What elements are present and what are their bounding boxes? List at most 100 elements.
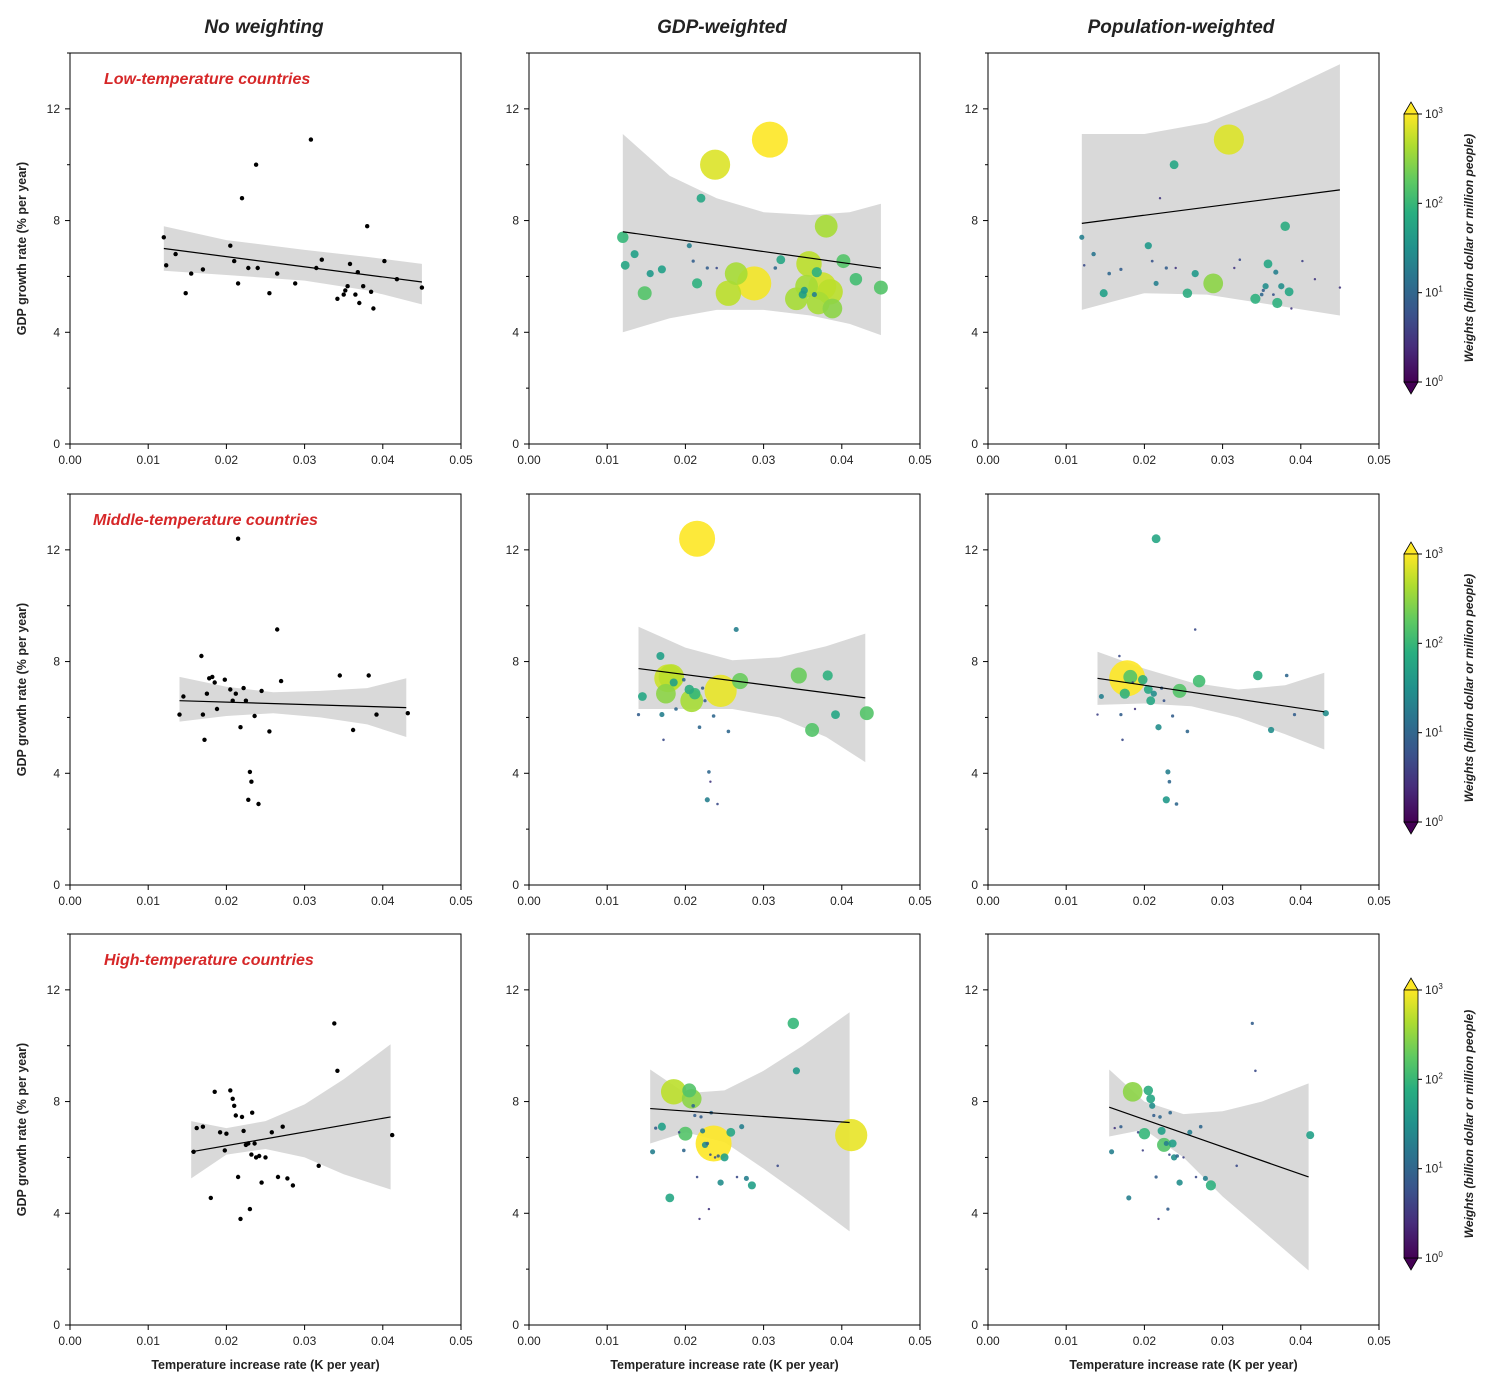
data-point: [1152, 1113, 1156, 1118]
data-point: [682, 677, 686, 682]
data-point: [1157, 1126, 1166, 1135]
data-point: [1163, 1140, 1169, 1147]
data-point: [717, 1179, 724, 1186]
x-tick-label: 0.01: [596, 894, 620, 908]
data-point: [1273, 269, 1279, 275]
data-point: [1169, 160, 1179, 170]
data-point: [183, 291, 188, 296]
data-point: [700, 1128, 706, 1134]
colorbar-label: Weights (billion dollar or million peopl…: [1462, 134, 1476, 362]
data-point: [704, 674, 737, 708]
data-point: [1198, 1124, 1203, 1129]
colorbar-tick-exponent: 3: [1438, 546, 1443, 555]
data-point: [208, 1195, 213, 1201]
data-point: [1165, 769, 1171, 775]
colorbar-gradient: [1403, 989, 1419, 1259]
data-point: [1167, 779, 1172, 784]
data-point: [1121, 738, 1124, 742]
data-point: [350, 727, 356, 733]
y-tick-label: 12: [965, 102, 979, 116]
data-point: [713, 1156, 717, 1159]
data-point: [228, 243, 233, 248]
x-tick-label: 0.03: [752, 894, 776, 908]
data-point: [1250, 1021, 1254, 1026]
colorbar-tick-label: 103: [1425, 982, 1443, 997]
data-point: [230, 1096, 235, 1102]
data-point: [773, 266, 778, 270]
data-point: [256, 801, 261, 807]
data-point: [1143, 1085, 1154, 1096]
data-point: [1191, 270, 1199, 278]
x-tick-label: 0.01: [1055, 894, 1079, 908]
data-point: [684, 684, 695, 695]
x-tick-label: 0.01: [137, 1334, 161, 1348]
data-point: [1141, 1149, 1145, 1152]
data-point: [1119, 267, 1123, 272]
x-tick-label: 0.02: [1133, 894, 1157, 908]
y-tick-label: 4: [512, 325, 519, 339]
colorbar-label: Weights (billion dollar or million peopl…: [1462, 1010, 1476, 1238]
axes-frame: [528, 933, 921, 1326]
data-point: [235, 1174, 241, 1180]
y-tick-label: 8: [512, 655, 519, 669]
data-point: [1118, 654, 1121, 658]
confidence-band: [650, 1012, 850, 1232]
data-point: [743, 1175, 749, 1181]
data-point: [1254, 1069, 1257, 1073]
data-point: [173, 251, 178, 257]
data-point: [239, 1114, 245, 1120]
y-tick-label: 0: [971, 437, 978, 451]
colorbar-tick-label: 101: [1425, 725, 1443, 740]
data-point: [228, 687, 233, 692]
data-point: [335, 1068, 340, 1074]
data-point: [343, 288, 348, 293]
data-point: [654, 1126, 658, 1130]
data-point: [280, 1124, 285, 1129]
axes-frame: [69, 933, 462, 1326]
data-point: [202, 737, 207, 742]
data-point: [1182, 1156, 1185, 1159]
x-tick-label: 0.02: [215, 1334, 239, 1348]
data-point: [1138, 1128, 1151, 1140]
data-point: [1278, 283, 1285, 290]
colorbar-tick-label: 101: [1425, 285, 1443, 300]
colorbar-gradient: [1403, 553, 1419, 823]
data-point: [164, 263, 169, 268]
y-tick-label: 12: [506, 983, 520, 997]
data-point: [241, 685, 246, 691]
data-point: [849, 272, 863, 286]
data-point: [836, 254, 851, 269]
panel-low-temp-gdp-weighted: 0.00 0.01 0.02 0.03 0.04 0.05 0 4 8 12: [506, 52, 932, 467]
data-point: [665, 1193, 675, 1203]
y-tick-label: 0: [512, 878, 519, 892]
regression-line: [191, 1116, 391, 1153]
x-tick-label: 0.05: [908, 453, 932, 467]
data-point: [650, 1149, 656, 1155]
data-point: [1194, 1175, 1198, 1179]
x-tick-label: 0.00: [58, 1334, 82, 1348]
x-tick-label: 0.02: [674, 1334, 698, 1348]
data-point: [1263, 259, 1273, 269]
data-point: [691, 1104, 695, 1108]
data-point: [1166, 1207, 1170, 1211]
data-point: [1155, 724, 1162, 731]
x-tick-label: 0.00: [976, 453, 1000, 467]
x-tick-label: 0.05: [1367, 453, 1391, 467]
data-point: [246, 797, 251, 802]
data-point: [811, 267, 822, 278]
data-point: [1261, 288, 1265, 293]
panel-mid-temp-unweighted: 0.00 0.01 0.02 0.03 0.04 0.05 0 4 8 12 Middle-temp…: [15, 493, 473, 908]
data-point: [707, 1207, 711, 1211]
panel-high-temp-gdp-weighted: 0.00 0.01 0.02 0.03 0.04 0.05 0 4 8 12 Temperature…: [506, 933, 932, 1372]
regression-line: [179, 700, 407, 709]
colorbar-tick-exponent: 0: [1438, 814, 1443, 823]
confidence-band: [1081, 64, 1340, 316]
data-point: [161, 235, 166, 240]
data-point: [656, 651, 665, 661]
x-tick-label: 0.01: [137, 453, 161, 467]
data-point: [1151, 534, 1161, 544]
data-point: [357, 300, 362, 306]
data-point: [1123, 669, 1138, 684]
data-point: [630, 250, 639, 259]
data-point: [1292, 712, 1297, 717]
